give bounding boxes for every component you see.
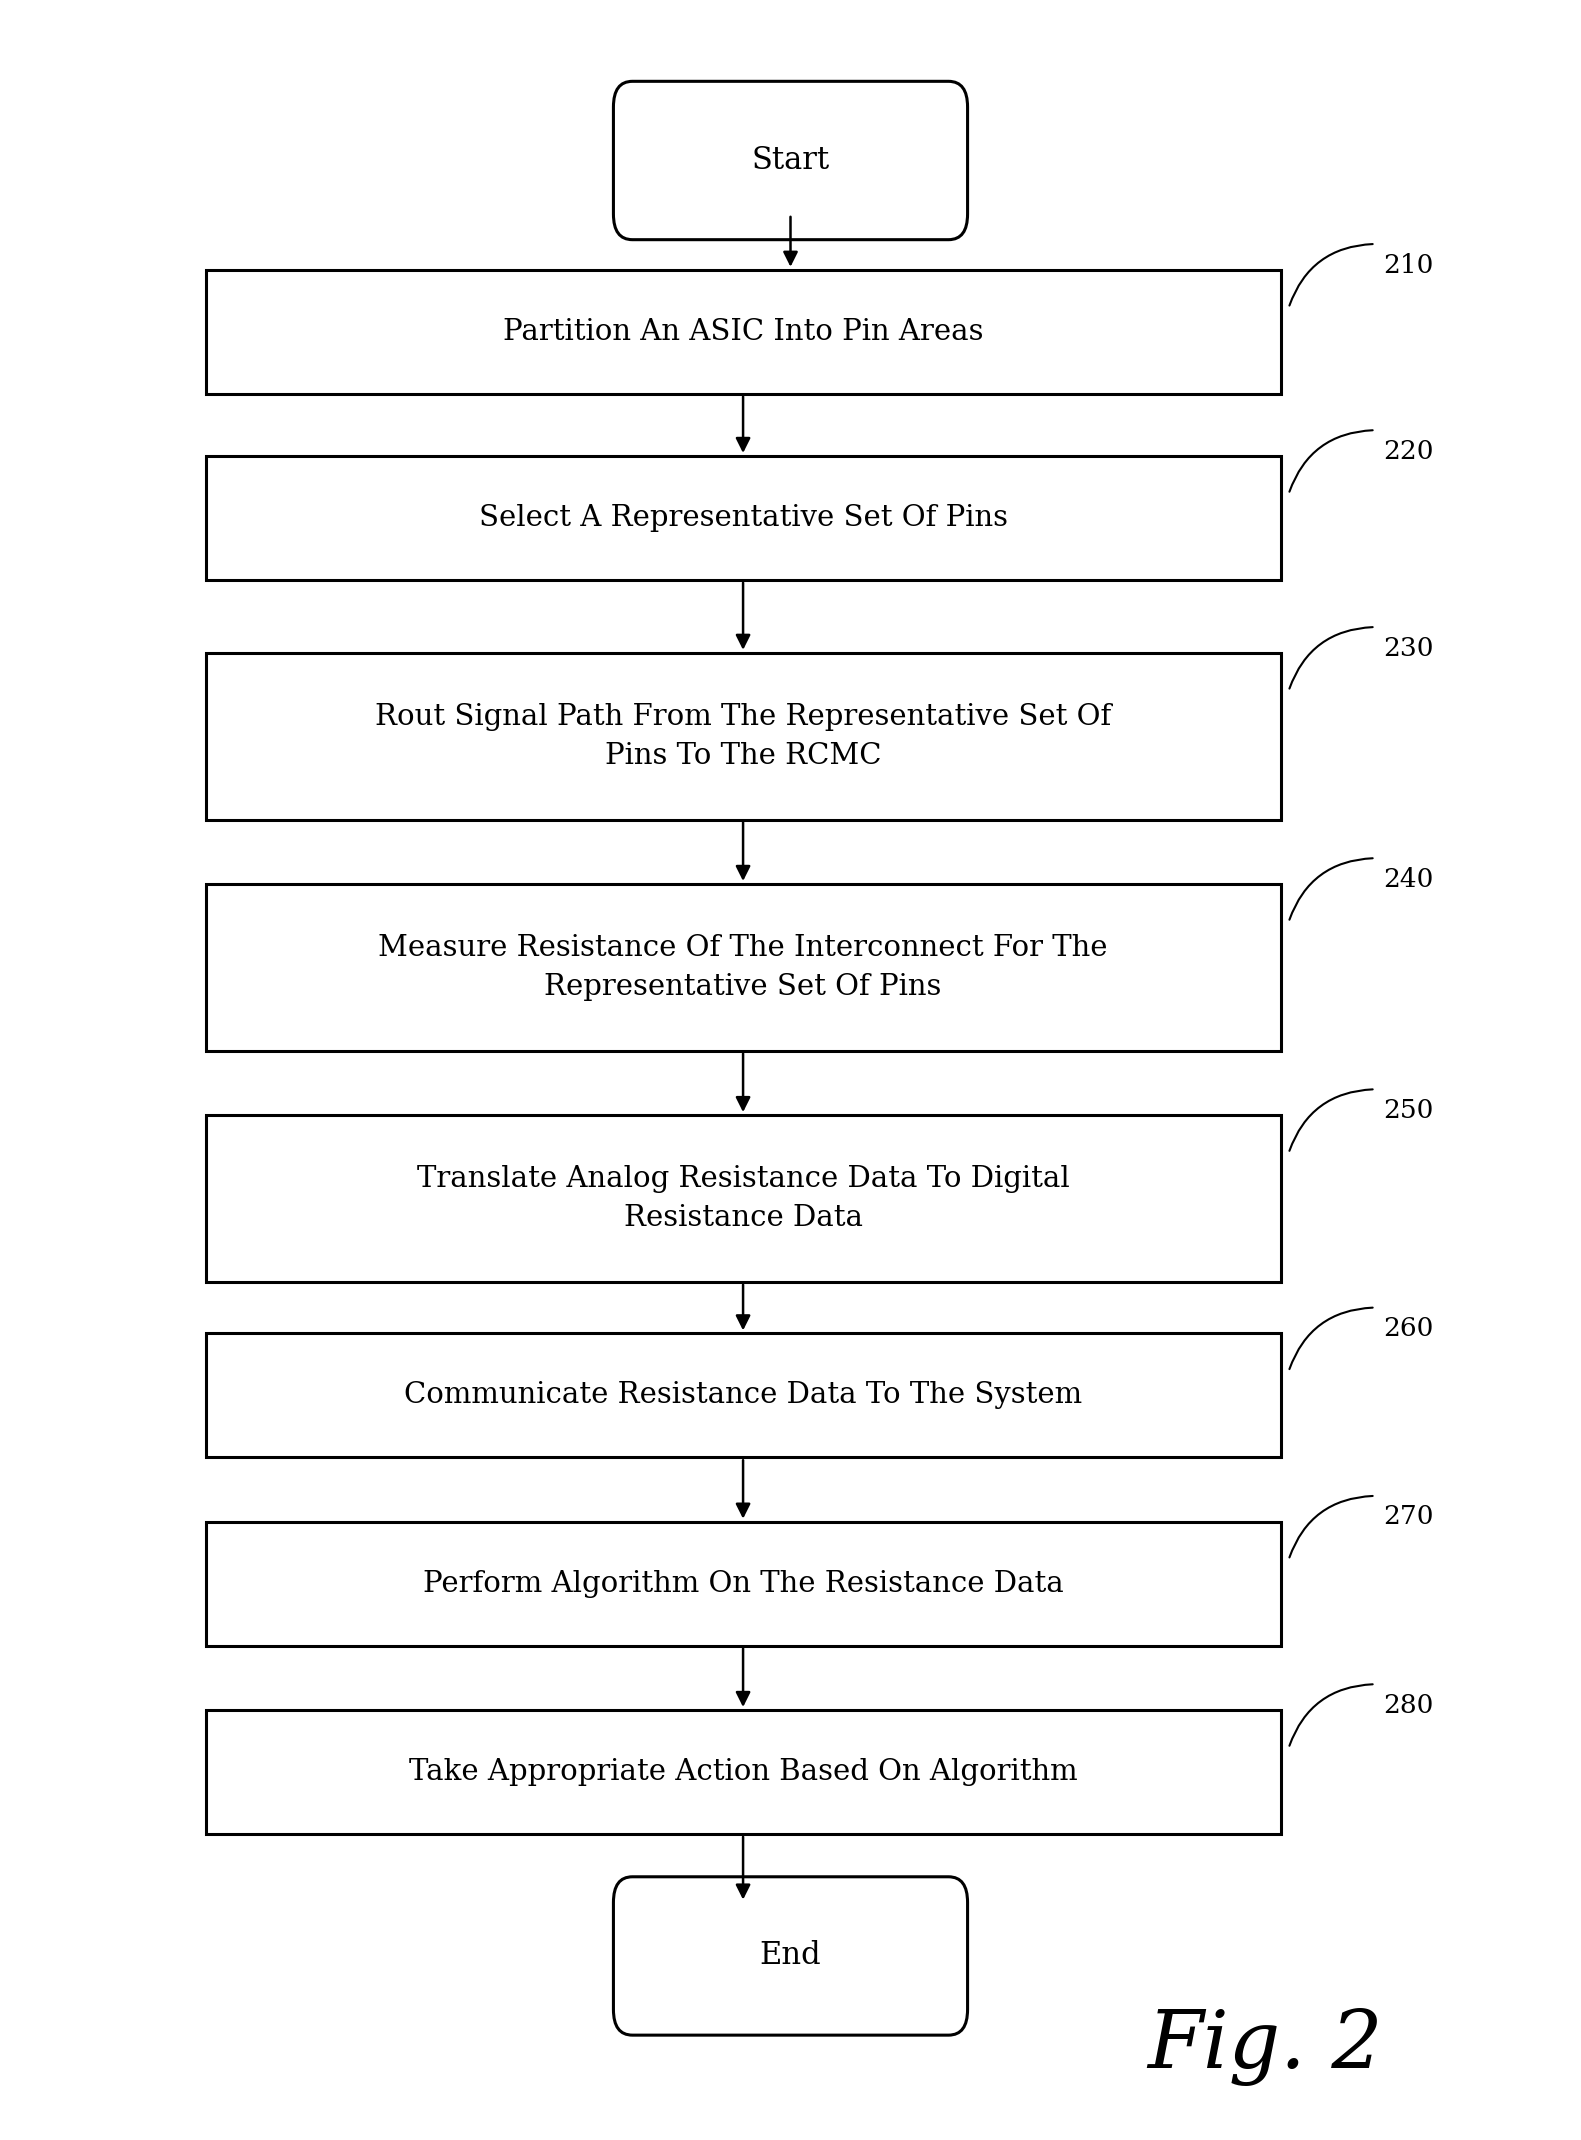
FancyBboxPatch shape [613,1877,968,2035]
FancyBboxPatch shape [613,81,968,240]
Bar [206,1522,1281,1646]
Text: Partition An ASIC Into Pin Areas: Partition An ASIC Into Pin Areas [503,317,983,347]
Text: Communicate Resistance Data To The System: Communicate Resistance Data To The Syste… [405,1380,1081,1410]
Text: 280: 280 [1383,1693,1434,1718]
Bar [206,270,1281,394]
Text: Select A Representative Set Of Pins: Select A Representative Set Of Pins [479,503,1007,533]
Text: End: End [760,1941,821,1971]
Bar [206,653,1281,820]
Bar [206,1115,1281,1282]
Text: Perform Algorithm On The Resistance Data: Perform Algorithm On The Resistance Data [422,1569,1064,1599]
Text: 220: 220 [1383,439,1434,464]
Bar [206,1710,1281,1834]
Text: 250: 250 [1383,1098,1434,1124]
Text: Translate Analog Resistance Data To Digital
Resistance Data: Translate Analog Resistance Data To Digi… [417,1164,1069,1233]
Text: Rout Signal Path From The Representative Set Of
Pins To The RCMC: Rout Signal Path From The Representative… [375,702,1111,770]
Text: 240: 240 [1383,867,1434,892]
Text: 260: 260 [1383,1316,1434,1342]
Text: Take Appropriate Action Based On Algorithm: Take Appropriate Action Based On Algorit… [409,1757,1077,1787]
Text: 270: 270 [1383,1504,1434,1530]
Text: Start: Start [751,146,830,175]
Bar [206,884,1281,1051]
Text: 230: 230 [1383,636,1434,661]
Text: Measure Resistance Of The Interconnect For The
Representative Set Of Pins: Measure Resistance Of The Interconnect F… [378,933,1108,1002]
Bar [206,456,1281,580]
Bar [206,1333,1281,1457]
Text: 210: 210 [1383,253,1434,278]
Text: Fig. 2: Fig. 2 [1146,2009,1383,2086]
